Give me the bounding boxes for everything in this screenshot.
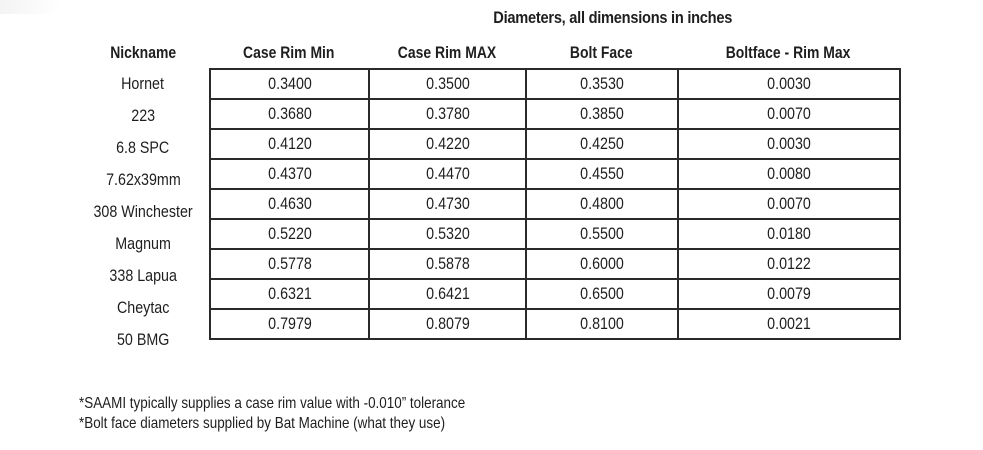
cell-case-rim-min: 0.3680 (209, 98, 370, 130)
cell-case-rim-min: 0.4370 (209, 158, 370, 190)
row-label: 50 BMG (116, 330, 170, 349)
cell-bolt-face: 0.3850 (525, 98, 679, 130)
table-row: 0.5220 0.5320 0.5500 0.0180 (209, 218, 901, 250)
cell-case-rim-max: 0.5878 (368, 248, 527, 280)
row-label: 6.8 SPC (116, 138, 170, 157)
row-label: 308 Winchester (93, 202, 193, 221)
header-case-rim-max: Case Rim MAX (397, 43, 496, 62)
cell-diff: 0.0070 (677, 188, 901, 220)
row-label: Cheytac (116, 298, 170, 317)
cell-diff: 0.0030 (677, 128, 901, 160)
table-title: Diameters, all dimensions in inches (493, 8, 733, 27)
cell-bolt-face: 0.5500 (525, 218, 679, 250)
cell-diff: 0.0030 (677, 68, 901, 100)
cell-case-rim-max: 0.5320 (368, 218, 527, 250)
cell-bolt-face: 0.6000 (525, 248, 679, 280)
cell-bolt-face: 0.6500 (525, 278, 679, 310)
cell-case-rim-min: 0.4120 (209, 128, 370, 160)
header-bolt-face: Bolt Face (569, 43, 633, 62)
table-row: 0.3680 0.3780 0.3850 0.0070 (209, 98, 901, 130)
cell-diff: 0.0122 (677, 248, 901, 280)
cell-case-rim-max: 0.4730 (368, 188, 527, 220)
cell-case-rim-max: 0.4470 (368, 158, 527, 190)
header-nickname: Nickname (110, 43, 176, 62)
cell-diff: 0.0079 (677, 278, 901, 310)
row-label: 7.62x39mm (105, 170, 181, 189)
table-row: 0.7979 0.8079 0.8100 0.0021 (209, 308, 901, 340)
corner-artifact (0, 0, 60, 14)
cell-case-rim-min: 0.5778 (209, 248, 370, 280)
row-label: 223 (131, 106, 155, 125)
cell-diff: 0.0070 (677, 98, 901, 130)
cell-case-rim-max: 0.4220 (368, 128, 527, 160)
footnote-saami: *SAAMI typically supplies a case rim val… (79, 395, 466, 412)
table-row: 0.5778 0.5878 0.6000 0.0122 (209, 248, 901, 280)
cell-bolt-face: 0.4800 (525, 188, 679, 220)
cell-diff: 0.0021 (677, 308, 901, 340)
cell-case-rim-max: 0.3500 (368, 68, 527, 100)
row-label: 338 Lapua (109, 266, 177, 285)
footnotes: *SAAMI typically supplies a case rim val… (79, 394, 539, 434)
header-boltface-minus-rim-max: Boltface - Rim Max (725, 43, 851, 62)
cell-diff: 0.0180 (677, 218, 901, 250)
cell-bolt-face: 0.8100 (525, 308, 679, 340)
table-row: 0.4370 0.4470 0.4550 0.0080 (209, 158, 901, 190)
cell-case-rim-min: 0.6321 (209, 278, 370, 310)
table-row: 0.4120 0.4220 0.4250 0.0030 (209, 128, 901, 160)
cell-case-rim-max: 0.3780 (368, 98, 527, 130)
cell-diff: 0.0080 (677, 158, 901, 190)
table-row: 0.3400 0.3500 0.3530 0.0030 (209, 68, 901, 100)
table-row: 0.4630 0.4730 0.4800 0.0070 (209, 188, 901, 220)
row-label: Magnum (115, 234, 171, 253)
cell-case-rim-min: 0.3400 (209, 68, 370, 100)
header-case-rim-min: Case Rim Min (242, 43, 335, 62)
cell-case-rim-min: 0.7979 (209, 308, 370, 340)
footnote-bolt-face: *Bolt face diameters supplied by Bat Mac… (79, 415, 446, 432)
dimensions-table: 0.3400 0.3500 0.3530 0.0030 0.3680 0.378… (209, 68, 901, 340)
cell-case-rim-max: 0.8079 (368, 308, 527, 340)
cell-bolt-face: 0.4250 (525, 128, 679, 160)
cell-bolt-face: 0.4550 (525, 158, 679, 190)
cell-bolt-face: 0.3530 (525, 68, 679, 100)
nickname-column: Hornet 223 6.8 SPC 7.62x39mm 308 Winches… (68, 68, 218, 356)
cell-case-rim-min: 0.5220 (209, 218, 370, 250)
table-row: 0.6321 0.6421 0.6500 0.0079 (209, 278, 901, 310)
cell-case-rim-max: 0.6421 (368, 278, 527, 310)
row-label: Hornet (121, 74, 165, 93)
cell-case-rim-min: 0.4630 (209, 188, 370, 220)
